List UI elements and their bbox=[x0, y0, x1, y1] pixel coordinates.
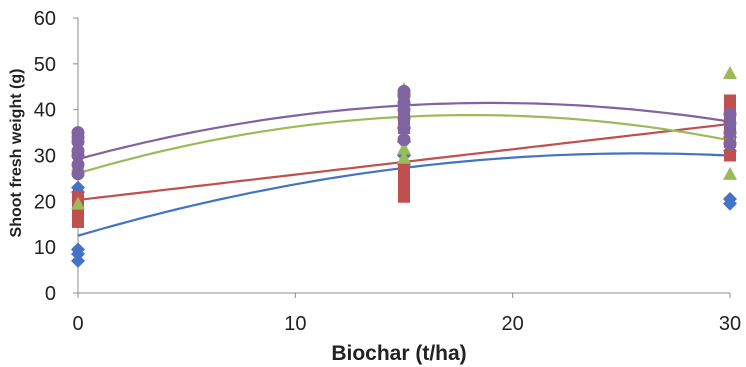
y-tick-label: 50 bbox=[34, 54, 56, 76]
data-point bbox=[397, 132, 411, 146]
data-point bbox=[72, 209, 84, 222]
data-point bbox=[397, 84, 411, 98]
data-point bbox=[723, 107, 737, 121]
data-point bbox=[723, 66, 737, 79]
x-axis-label: Biochar (t/ha) bbox=[331, 342, 466, 365]
data-point bbox=[397, 141, 411, 155]
data-point bbox=[71, 196, 85, 210]
data-point bbox=[71, 242, 85, 257]
data-point bbox=[723, 116, 737, 130]
y-tick-label: 60 bbox=[34, 8, 56, 30]
x-tick-label: 0 bbox=[72, 313, 83, 335]
y-tick-label: 0 bbox=[45, 283, 56, 305]
data-point bbox=[723, 126, 737, 140]
y-tick-label: 20 bbox=[34, 191, 56, 213]
y-tick-label: 10 bbox=[34, 237, 56, 259]
data-point bbox=[723, 137, 737, 151]
x-tick-label: 30 bbox=[719, 313, 741, 335]
data-point bbox=[724, 94, 736, 107]
y-axis-label: Shoot fresh weight (g) bbox=[8, 69, 25, 238]
tick-labels: 0 10 20 30 40 50 60 0 10 20 30 bbox=[34, 8, 741, 335]
data-point bbox=[397, 150, 411, 164]
data-point bbox=[397, 121, 411, 135]
x-tick-label: 20 bbox=[502, 313, 524, 335]
y-tick-label: 30 bbox=[34, 146, 56, 168]
data-point bbox=[71, 144, 85, 158]
data-point bbox=[71, 167, 85, 181]
data-point bbox=[723, 192, 737, 207]
x-tick-label: 10 bbox=[284, 313, 306, 335]
data-point bbox=[397, 112, 411, 126]
data-point bbox=[71, 158, 85, 172]
data-point bbox=[71, 126, 85, 140]
data-point bbox=[398, 163, 410, 176]
y-tick-label: 40 bbox=[34, 100, 56, 122]
data-point bbox=[724, 149, 736, 162]
data-markers bbox=[71, 66, 737, 268]
data-point bbox=[723, 166, 737, 180]
